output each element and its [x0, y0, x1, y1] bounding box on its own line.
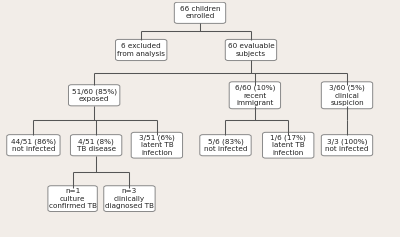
FancyBboxPatch shape [104, 186, 155, 211]
Text: 66 children
enrolled: 66 children enrolled [180, 6, 220, 19]
Text: 6 excluded
from analysis: 6 excluded from analysis [117, 43, 165, 57]
FancyBboxPatch shape [70, 135, 122, 156]
FancyBboxPatch shape [68, 85, 120, 106]
FancyBboxPatch shape [174, 2, 226, 23]
FancyBboxPatch shape [225, 39, 277, 60]
FancyBboxPatch shape [7, 135, 60, 156]
Text: n=1
culture
confirmed TB: n=1 culture confirmed TB [48, 188, 97, 209]
Text: 4/51 (8%)
TB disease: 4/51 (8%) TB disease [76, 138, 116, 152]
Text: 60 evaluable
subjects: 60 evaluable subjects [228, 43, 274, 57]
FancyBboxPatch shape [262, 132, 314, 158]
FancyBboxPatch shape [321, 82, 373, 109]
Text: 6/60 (10%)
recent
immigrant: 6/60 (10%) recent immigrant [235, 85, 275, 106]
FancyBboxPatch shape [229, 82, 280, 109]
Text: 51/60 (85%)
exposed: 51/60 (85%) exposed [72, 88, 117, 102]
FancyBboxPatch shape [200, 135, 251, 156]
FancyBboxPatch shape [48, 186, 97, 211]
FancyBboxPatch shape [321, 135, 373, 156]
FancyBboxPatch shape [131, 132, 182, 158]
FancyBboxPatch shape [116, 39, 167, 60]
Text: 3/51 (6%)
latent TB
infection: 3/51 (6%) latent TB infection [139, 135, 175, 156]
Text: 1/6 (17%)
latent TB
infection: 1/6 (17%) latent TB infection [270, 135, 306, 156]
Text: 3/60 (5%)
clinical
suspicion: 3/60 (5%) clinical suspicion [329, 85, 365, 106]
Text: 44/51 (86%)
not infected: 44/51 (86%) not infected [11, 138, 56, 152]
Text: n=3
clinically
diagnosed TB: n=3 clinically diagnosed TB [105, 188, 154, 209]
Text: 5/6 (83%)
not infected: 5/6 (83%) not infected [204, 138, 247, 152]
Text: 3/3 (100%)
not infected: 3/3 (100%) not infected [325, 138, 369, 152]
